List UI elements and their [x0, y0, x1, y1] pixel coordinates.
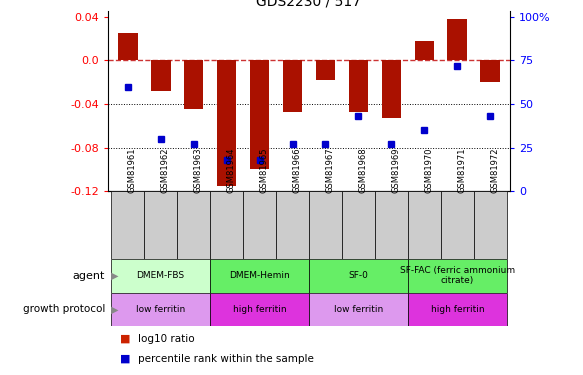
Bar: [441, 191, 474, 259]
Bar: [111, 292, 210, 326]
Text: high ferritin: high ferritin: [233, 305, 286, 314]
Bar: [210, 292, 309, 326]
Bar: [144, 191, 177, 259]
Text: ▶: ▶: [111, 304, 118, 314]
Text: low ferritin: low ferritin: [136, 305, 185, 314]
Bar: [184, 60, 203, 110]
Bar: [243, 191, 276, 259]
Bar: [480, 60, 500, 82]
Text: GSM81962: GSM81962: [160, 148, 170, 193]
Text: GSM81968: GSM81968: [359, 148, 367, 193]
Text: ▶: ▶: [111, 271, 118, 280]
Bar: [309, 292, 408, 326]
Bar: [309, 259, 408, 292]
Text: GSM81961: GSM81961: [128, 148, 136, 193]
Text: GSM81965: GSM81965: [259, 148, 269, 193]
Bar: [448, 19, 467, 60]
Text: agent: agent: [72, 271, 105, 280]
Bar: [283, 60, 303, 112]
Text: GSM81971: GSM81971: [458, 148, 466, 193]
Text: ■: ■: [120, 334, 130, 344]
Text: ■: ■: [120, 354, 130, 364]
Bar: [408, 292, 507, 326]
Bar: [408, 191, 441, 259]
Bar: [408, 259, 507, 292]
Text: high ferritin: high ferritin: [431, 305, 484, 314]
Title: GDS2230 / 517: GDS2230 / 517: [257, 0, 361, 9]
Bar: [111, 259, 210, 292]
Bar: [111, 191, 144, 259]
Bar: [381, 60, 401, 118]
Text: percentile rank within the sample: percentile rank within the sample: [138, 354, 314, 364]
Bar: [309, 191, 342, 259]
Text: GSM81967: GSM81967: [325, 148, 335, 193]
Text: DMEM-Hemin: DMEM-Hemin: [229, 271, 290, 280]
Bar: [217, 60, 237, 186]
Bar: [349, 60, 368, 112]
Text: log10 ratio: log10 ratio: [138, 334, 195, 344]
Bar: [177, 191, 210, 259]
Text: GSM81970: GSM81970: [424, 148, 433, 193]
Bar: [342, 191, 375, 259]
Bar: [151, 60, 170, 91]
Bar: [474, 191, 507, 259]
Text: GSM81966: GSM81966: [293, 148, 301, 193]
Bar: [250, 60, 269, 170]
Text: SF-0: SF-0: [349, 271, 368, 280]
Bar: [118, 33, 138, 60]
Bar: [210, 191, 243, 259]
Text: growth protocol: growth protocol: [23, 304, 105, 314]
Text: SF-FAC (ferric ammonium
citrate): SF-FAC (ferric ammonium citrate): [400, 266, 515, 285]
Bar: [210, 259, 309, 292]
Text: GSM81964: GSM81964: [227, 148, 236, 193]
Text: GSM81972: GSM81972: [490, 148, 500, 193]
Bar: [375, 191, 408, 259]
Text: GSM81969: GSM81969: [391, 148, 401, 193]
Bar: [415, 41, 434, 60]
Text: DMEM-FBS: DMEM-FBS: [136, 271, 185, 280]
Text: GSM81963: GSM81963: [194, 148, 202, 193]
Text: low ferritin: low ferritin: [334, 305, 383, 314]
Bar: [315, 60, 335, 80]
Bar: [276, 191, 309, 259]
